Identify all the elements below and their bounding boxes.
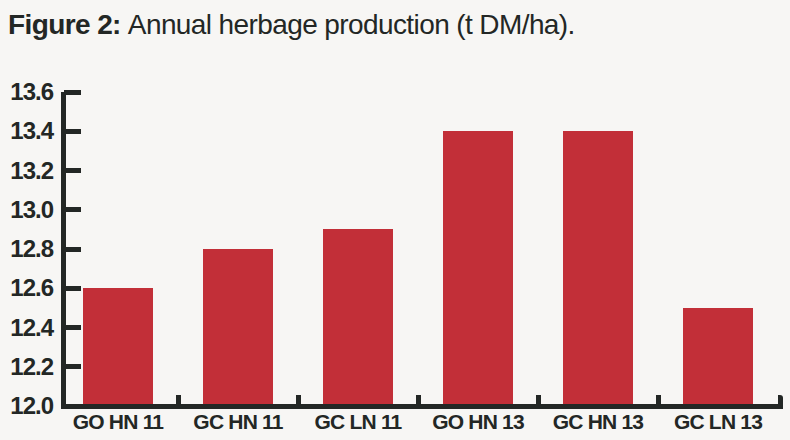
y-tick-label: 12.6 — [0, 275, 53, 301]
x-category-label: GO HN 11 — [58, 409, 178, 435]
figure-2: Figure 2:Annual herbage production (t DM… — [0, 0, 790, 440]
y-tick-label: 12.8 — [0, 236, 53, 262]
x-category-label: GO HN 13 — [418, 409, 538, 435]
y-tick — [64, 168, 81, 173]
y-tick-label: 13.4 — [0, 118, 53, 144]
bar — [563, 131, 633, 409]
y-tick-label: 12.0 — [0, 393, 53, 419]
x-tick — [416, 395, 421, 404]
y-tick-label: 13.6 — [0, 79, 53, 105]
y-tick — [64, 286, 81, 291]
y-tick-label: 12.4 — [0, 315, 53, 341]
bar — [443, 131, 513, 409]
x-category-label: GC LN 11 — [298, 409, 418, 435]
y-tick — [64, 364, 81, 369]
x-axis-line — [61, 404, 783, 409]
y-tick — [64, 207, 81, 212]
y-tick-label: 12.2 — [0, 354, 53, 380]
bar — [83, 288, 153, 409]
x-axis-end-tick — [778, 395, 783, 407]
y-tick — [64, 325, 81, 330]
x-category-label: GC LN 13 — [658, 409, 778, 435]
x-tick — [296, 395, 301, 404]
bar-chart: 13.6 13.4 13.2 13.0 12.8 12.6 12.4 12.2 12.0 GO … — [0, 0, 790, 440]
x-tick — [176, 395, 181, 404]
y-tick-label: 13.2 — [0, 158, 53, 184]
bar — [683, 308, 753, 409]
y-tick — [64, 90, 81, 95]
y-tick-label: 13.0 — [0, 197, 53, 223]
x-category-label: GC HN 13 — [538, 409, 658, 435]
bar — [323, 229, 393, 409]
y-tick — [64, 247, 81, 252]
x-tick — [536, 395, 541, 404]
x-category-label: GC HN 11 — [178, 409, 298, 435]
x-tick — [656, 395, 661, 404]
y-tick — [64, 129, 81, 134]
bar — [203, 249, 273, 409]
